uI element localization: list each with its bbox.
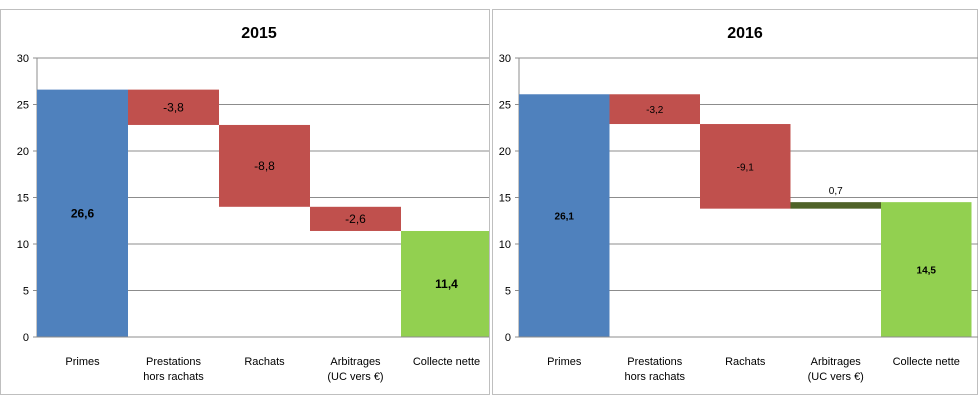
y-tick-label: 20: [17, 146, 29, 158]
waterfall-chart-2015: 2015 0 5 10 15 20 25 30 26,6 -3,8 -8,8 -2,6 11,4 Prim…: [17, 25, 489, 383]
x-tick-label: Arbitrages (UC vers €): [808, 356, 864, 383]
x-tick-label-line: hors rachats: [624, 371, 685, 383]
bar-rachats: [219, 124, 310, 207]
y-tick-label: 10: [17, 239, 29, 251]
bar-arbitrages-uc-vers-: [310, 206, 401, 231]
bar-primes: [519, 94, 610, 338]
data-label: -8,8: [254, 159, 275, 173]
bar-primes: [37, 89, 128, 338]
x-tick-label-line: Arbitrages: [811, 356, 862, 368]
data-label: 26,1: [555, 212, 575, 223]
x-tick-label-line: hors rachats: [143, 371, 204, 383]
x-tick-label: Prestations hors rachats: [143, 356, 204, 383]
bar-prestations-hors-rachats: [128, 89, 219, 125]
x-tick-label: Collecte nette: [413, 356, 480, 368]
data-label: 11,4: [435, 277, 458, 291]
x-tick-label: Arbitrages (UC vers €): [327, 356, 383, 383]
bar-collecte-nette: [401, 230, 489, 337]
bar-rachats: [700, 124, 791, 209]
y-tick-label: 15: [499, 193, 511, 205]
y-tick-label: 5: [505, 286, 511, 298]
y-tick-label: 25: [499, 100, 511, 112]
data-label: -9,1: [737, 162, 755, 173]
x-tick-label-line: Rachats: [725, 356, 766, 368]
data-label: -2,6: [345, 212, 366, 226]
bar-prestations-hors-rachats: [609, 94, 700, 125]
x-tick-label-line: Collecte nette: [413, 356, 480, 368]
chart-title: 2015: [241, 25, 277, 42]
x-tick-label: Collecte nette: [893, 356, 960, 368]
x-tick-label-line: Primes: [547, 356, 582, 368]
x-tick-label-line: (UC vers €): [808, 371, 864, 383]
chart-panel-2015: 2015 0 5 10 15 20 25 30 26,6 -3,8 -8,8 -2,6 11,4 Prim…: [0, 9, 490, 395]
y-tick-label: 25: [17, 100, 29, 112]
bar-arbitrages-uc-vers-: [790, 202, 881, 209]
x-tick-label-line: (UC vers €): [327, 371, 383, 383]
x-tick-label: Prestations hors rachats: [624, 356, 685, 383]
chart-title: 2016: [727, 25, 763, 42]
data-label: -3,2: [646, 105, 664, 116]
chart-panel-2016: 2016 0 5 10 15 20 25 30 26,1 -3,2 -9,1 0,7 14,5 Prime…: [492, 9, 978, 395]
y-tick-label: 30: [499, 53, 511, 65]
y-tick-label: 20: [499, 146, 511, 158]
y-tick-label: 15: [17, 193, 29, 205]
y-tick-label: 0: [23, 332, 29, 344]
y-tick-label: 5: [23, 286, 29, 298]
x-tick-label-line: Prestations: [627, 356, 683, 368]
x-tick-label: Rachats: [244, 356, 285, 368]
y-tick-label: 30: [17, 53, 29, 65]
bar-collecte-nette: [881, 202, 972, 337]
y-tick-label: 10: [499, 239, 511, 251]
data-label: 14,5: [917, 266, 937, 277]
x-tick-label: Primes: [65, 356, 100, 368]
x-tick-label: Rachats: [725, 356, 766, 368]
y-tick-label: 0: [505, 332, 511, 344]
data-label: 0,7: [829, 186, 843, 197]
data-label: -3,8: [163, 100, 184, 114]
x-tick-label-line: Rachats: [244, 356, 285, 368]
x-tick-label-line: Prestations: [146, 356, 202, 368]
waterfall-chart-2016: 2016 0 5 10 15 20 25 30 26,1 -3,2 -9,1 0,7 14,5 Prime…: [499, 25, 978, 383]
x-tick-label-line: Primes: [65, 356, 100, 368]
x-tick-label: Primes: [547, 356, 582, 368]
x-tick-label-line: Arbitrages: [330, 356, 381, 368]
data-label: 26,6: [71, 206, 95, 220]
x-tick-label-line: Collecte nette: [893, 356, 960, 368]
